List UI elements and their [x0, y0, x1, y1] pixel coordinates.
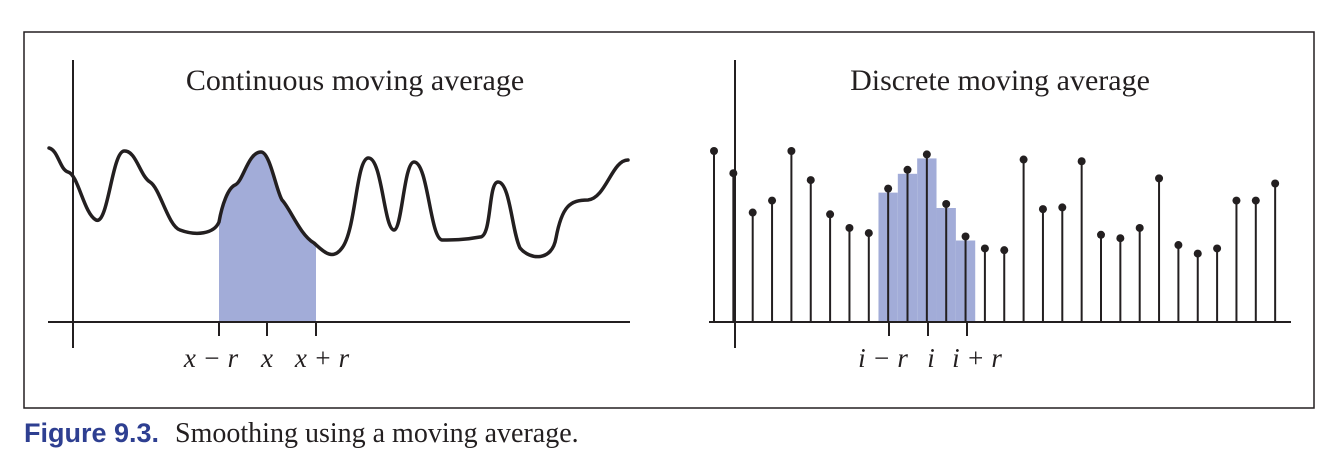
tick-label-i-plus-r: i + r: [952, 343, 1002, 373]
sample-dot: [1271, 179, 1280, 188]
sample-dot: [748, 208, 757, 217]
sample-dot: [845, 223, 854, 232]
tick-label-x-minus-r: x − r: [183, 343, 239, 373]
caption-label: Figure 9.3.: [24, 418, 160, 448]
tick-label-x-plus-r: x + r: [294, 343, 350, 373]
sample-dot: [1193, 249, 1202, 258]
continuous-signal-curve: [47, 146, 630, 259]
sample-dot: [806, 176, 815, 185]
sample-dot: [1116, 234, 1125, 243]
sample-dot: [884, 184, 893, 193]
sample-dot: [1058, 203, 1067, 212]
sample-dot: [1135, 223, 1144, 232]
discrete-panel-title: Discrete moving average: [850, 64, 1150, 97]
sample-dot: [1251, 196, 1260, 205]
sample-dot: [1038, 205, 1047, 214]
sample-dot: [1000, 246, 1009, 255]
sample-dot: [961, 232, 970, 241]
continuous-ticks: x − r x x + r: [183, 322, 350, 373]
sample-dot: [1174, 241, 1183, 250]
sample-dot: [710, 147, 718, 155]
sample-dot: [1232, 196, 1241, 205]
sample-dot: [1077, 157, 1086, 166]
tick-label-i: i: [927, 343, 935, 373]
discrete-ticks: i − r i i + r: [858, 322, 1002, 373]
discrete-panel: Discrete moving average i − r i i + r: [709, 60, 1291, 373]
sample-dot: [864, 229, 873, 238]
sample-dot: [826, 210, 835, 219]
sample-dot: [942, 200, 951, 209]
tick-label-x: x: [260, 343, 273, 373]
figure-frame: [23, 31, 1315, 409]
continuous-average-region: [219, 152, 316, 322]
sample-dot: [980, 244, 989, 253]
figure-caption: Figure 9.3. Smoothing using a moving aver…: [24, 418, 579, 462]
sample-dot: [768, 196, 777, 205]
sample-dot: [1213, 244, 1222, 253]
sample-dot: [903, 165, 912, 174]
sample-dot: [1097, 230, 1105, 239]
sample-dot: [787, 147, 796, 155]
tick-label-i-minus-r: i − r: [858, 343, 908, 373]
continuous-panel-title: Continuous moving average: [186, 64, 524, 97]
sample-dot: [922, 150, 931, 159]
caption-text: Smoothing using a moving average.: [175, 418, 579, 449]
sample-dot: [729, 169, 738, 178]
continuous-panel: Continuous moving average x − r x x + r: [47, 60, 630, 373]
sample-dot: [1155, 174, 1164, 183]
sample-dot: [1019, 155, 1028, 164]
discrete-stems: [710, 147, 1280, 322]
